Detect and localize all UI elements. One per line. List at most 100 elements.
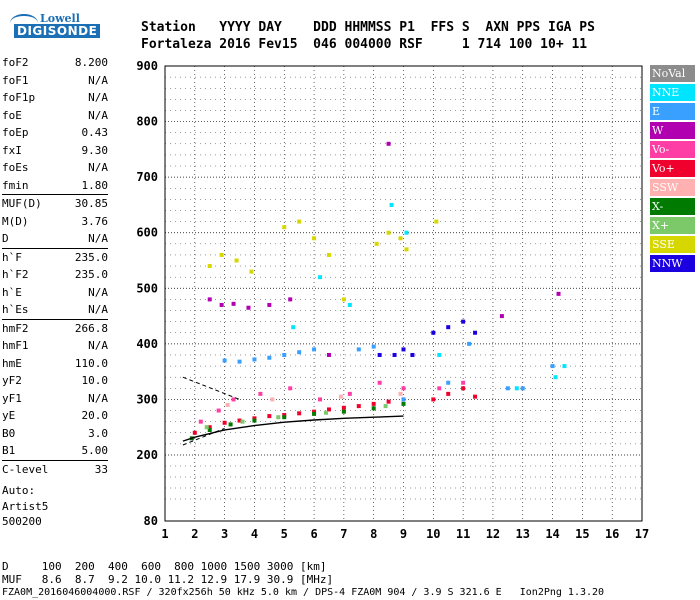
parameter-panel: foF2 8.200 foF1 N/A foF1p N/A foE N/A foEp 0.43 fx… — [2, 54, 108, 478]
parameter-value: 8.200 — [74, 56, 108, 69]
parameter-row: foEp 0.43 — [2, 124, 108, 142]
data-point — [323, 410, 328, 415]
profile-curve — [182, 415, 404, 442]
parameter-value: 1.80 — [81, 178, 109, 192]
parameter-row: foF1 N/A — [2, 72, 108, 90]
auto-scaling-info: Auto: Artist5 500200 — [2, 483, 48, 530]
data-point — [461, 386, 466, 391]
data-point — [398, 391, 403, 396]
data-point — [252, 357, 257, 362]
parameter-row: B1 5.00 — [2, 442, 108, 460]
data-point — [312, 409, 317, 414]
data-point — [431, 397, 436, 402]
parameter-value: N/A — [88, 73, 108, 87]
data-point — [374, 241, 379, 246]
parameter-value: N/A — [88, 91, 108, 104]
logo-text-lowell: Lowell — [40, 12, 80, 25]
data-point — [291, 325, 296, 330]
dashed-trace — [182, 376, 240, 400]
parameter-row: MUF(D) 30.85 — [2, 195, 108, 213]
plot-frame — [164, 65, 643, 522]
data-point — [240, 419, 245, 424]
data-point — [401, 401, 406, 406]
data-point — [401, 397, 406, 402]
parameter-row: C-level 33 — [2, 461, 108, 479]
x-tick-label: 14 — [545, 527, 559, 541]
parameter-value: N/A — [88, 339, 108, 352]
parameter-value: N/A — [88, 303, 108, 316]
y-tick-label: 200 — [136, 448, 158, 462]
y-tick-label: 400 — [136, 337, 158, 351]
data-point — [219, 302, 224, 307]
parameter-value: 30.85 — [74, 197, 108, 210]
data-point — [389, 202, 394, 207]
data-point — [556, 291, 561, 296]
data-point — [383, 404, 388, 409]
parameter-name: hmE — [2, 356, 22, 370]
parameter-row: foEs N/A — [2, 159, 108, 177]
data-point — [237, 418, 242, 423]
footer-file-info: FZA0M_2016046004000.RSF / 320fx256h 50 k… — [2, 587, 605, 598]
data-point — [252, 416, 257, 421]
data-point — [207, 427, 212, 432]
parameter-name: h`F — [2, 250, 22, 264]
digisonde-logo: Lowell DIGISONDE — [4, 8, 101, 44]
data-point — [341, 409, 346, 414]
parameter-value: 235.0 — [74, 250, 108, 264]
x-tick-label: 6 — [310, 527, 317, 541]
data-point — [228, 422, 233, 427]
data-point — [318, 275, 323, 280]
data-point — [520, 386, 525, 391]
legend-item: SSE — [650, 236, 695, 253]
header-columns: Station YYYY DAY DDD HHMMSS P1 FFS S AXN… — [141, 20, 595, 35]
parameter-name: h`Es — [2, 303, 29, 316]
parameter-separator — [2, 318, 108, 320]
x-tick-label: 3 — [221, 527, 228, 541]
x-tick-label: 11 — [456, 527, 470, 541]
data-point — [461, 319, 466, 324]
parameter-separator — [2, 247, 108, 249]
parameter-name: M(D) — [2, 214, 29, 228]
parameter-row: foE N/A — [2, 107, 108, 125]
data-point — [297, 219, 302, 224]
data-point — [267, 302, 272, 307]
data-point — [216, 408, 221, 413]
data-point — [371, 406, 376, 411]
y-tick-label: 300 — [136, 392, 158, 406]
data-point — [326, 352, 331, 357]
data-point — [276, 415, 281, 420]
data-point — [207, 264, 212, 269]
data-point — [219, 252, 224, 257]
legend-item: SSW — [650, 179, 695, 196]
data-point — [347, 302, 352, 307]
logo-text-digisonde: DIGISONDE — [14, 24, 101, 38]
data-point — [514, 386, 519, 391]
data-point — [234, 258, 239, 263]
x-tick-label: 9 — [400, 527, 407, 541]
data-point — [341, 405, 346, 410]
data-point — [282, 225, 287, 230]
data-point — [473, 394, 478, 399]
x-tick-label: 2 — [191, 527, 198, 541]
footer-muf-row: MUF 8.6 8.7 9.2 10.0 11.2 12.9 17.9 30.9… — [2, 573, 334, 586]
parameter-name: MUF(D) — [2, 197, 42, 210]
data-point — [267, 414, 272, 419]
parameter-name: foEp — [2, 126, 29, 139]
data-point — [410, 352, 415, 357]
legend-item: NNW — [650, 255, 695, 272]
data-point — [437, 352, 442, 357]
data-point — [326, 407, 331, 412]
data-point — [392, 352, 397, 357]
data-point — [446, 380, 451, 385]
x-tick-label: 16 — [605, 527, 619, 541]
parameter-value: N/A — [88, 285, 108, 299]
data-point — [431, 330, 436, 335]
legend: NoVal NNE E W Vo- Vo+ SSW X- X+ SSE NNW — [650, 65, 695, 274]
x-tick-label: 1 — [161, 527, 168, 541]
legend-item: W — [650, 122, 695, 139]
parameter-value: 20.0 — [81, 409, 109, 422]
legend-item: X+ — [650, 217, 695, 234]
parameter-name: D — [2, 232, 9, 245]
parameter-value: 5.00 — [81, 444, 109, 457]
parameter-name: foF1p — [2, 91, 36, 104]
